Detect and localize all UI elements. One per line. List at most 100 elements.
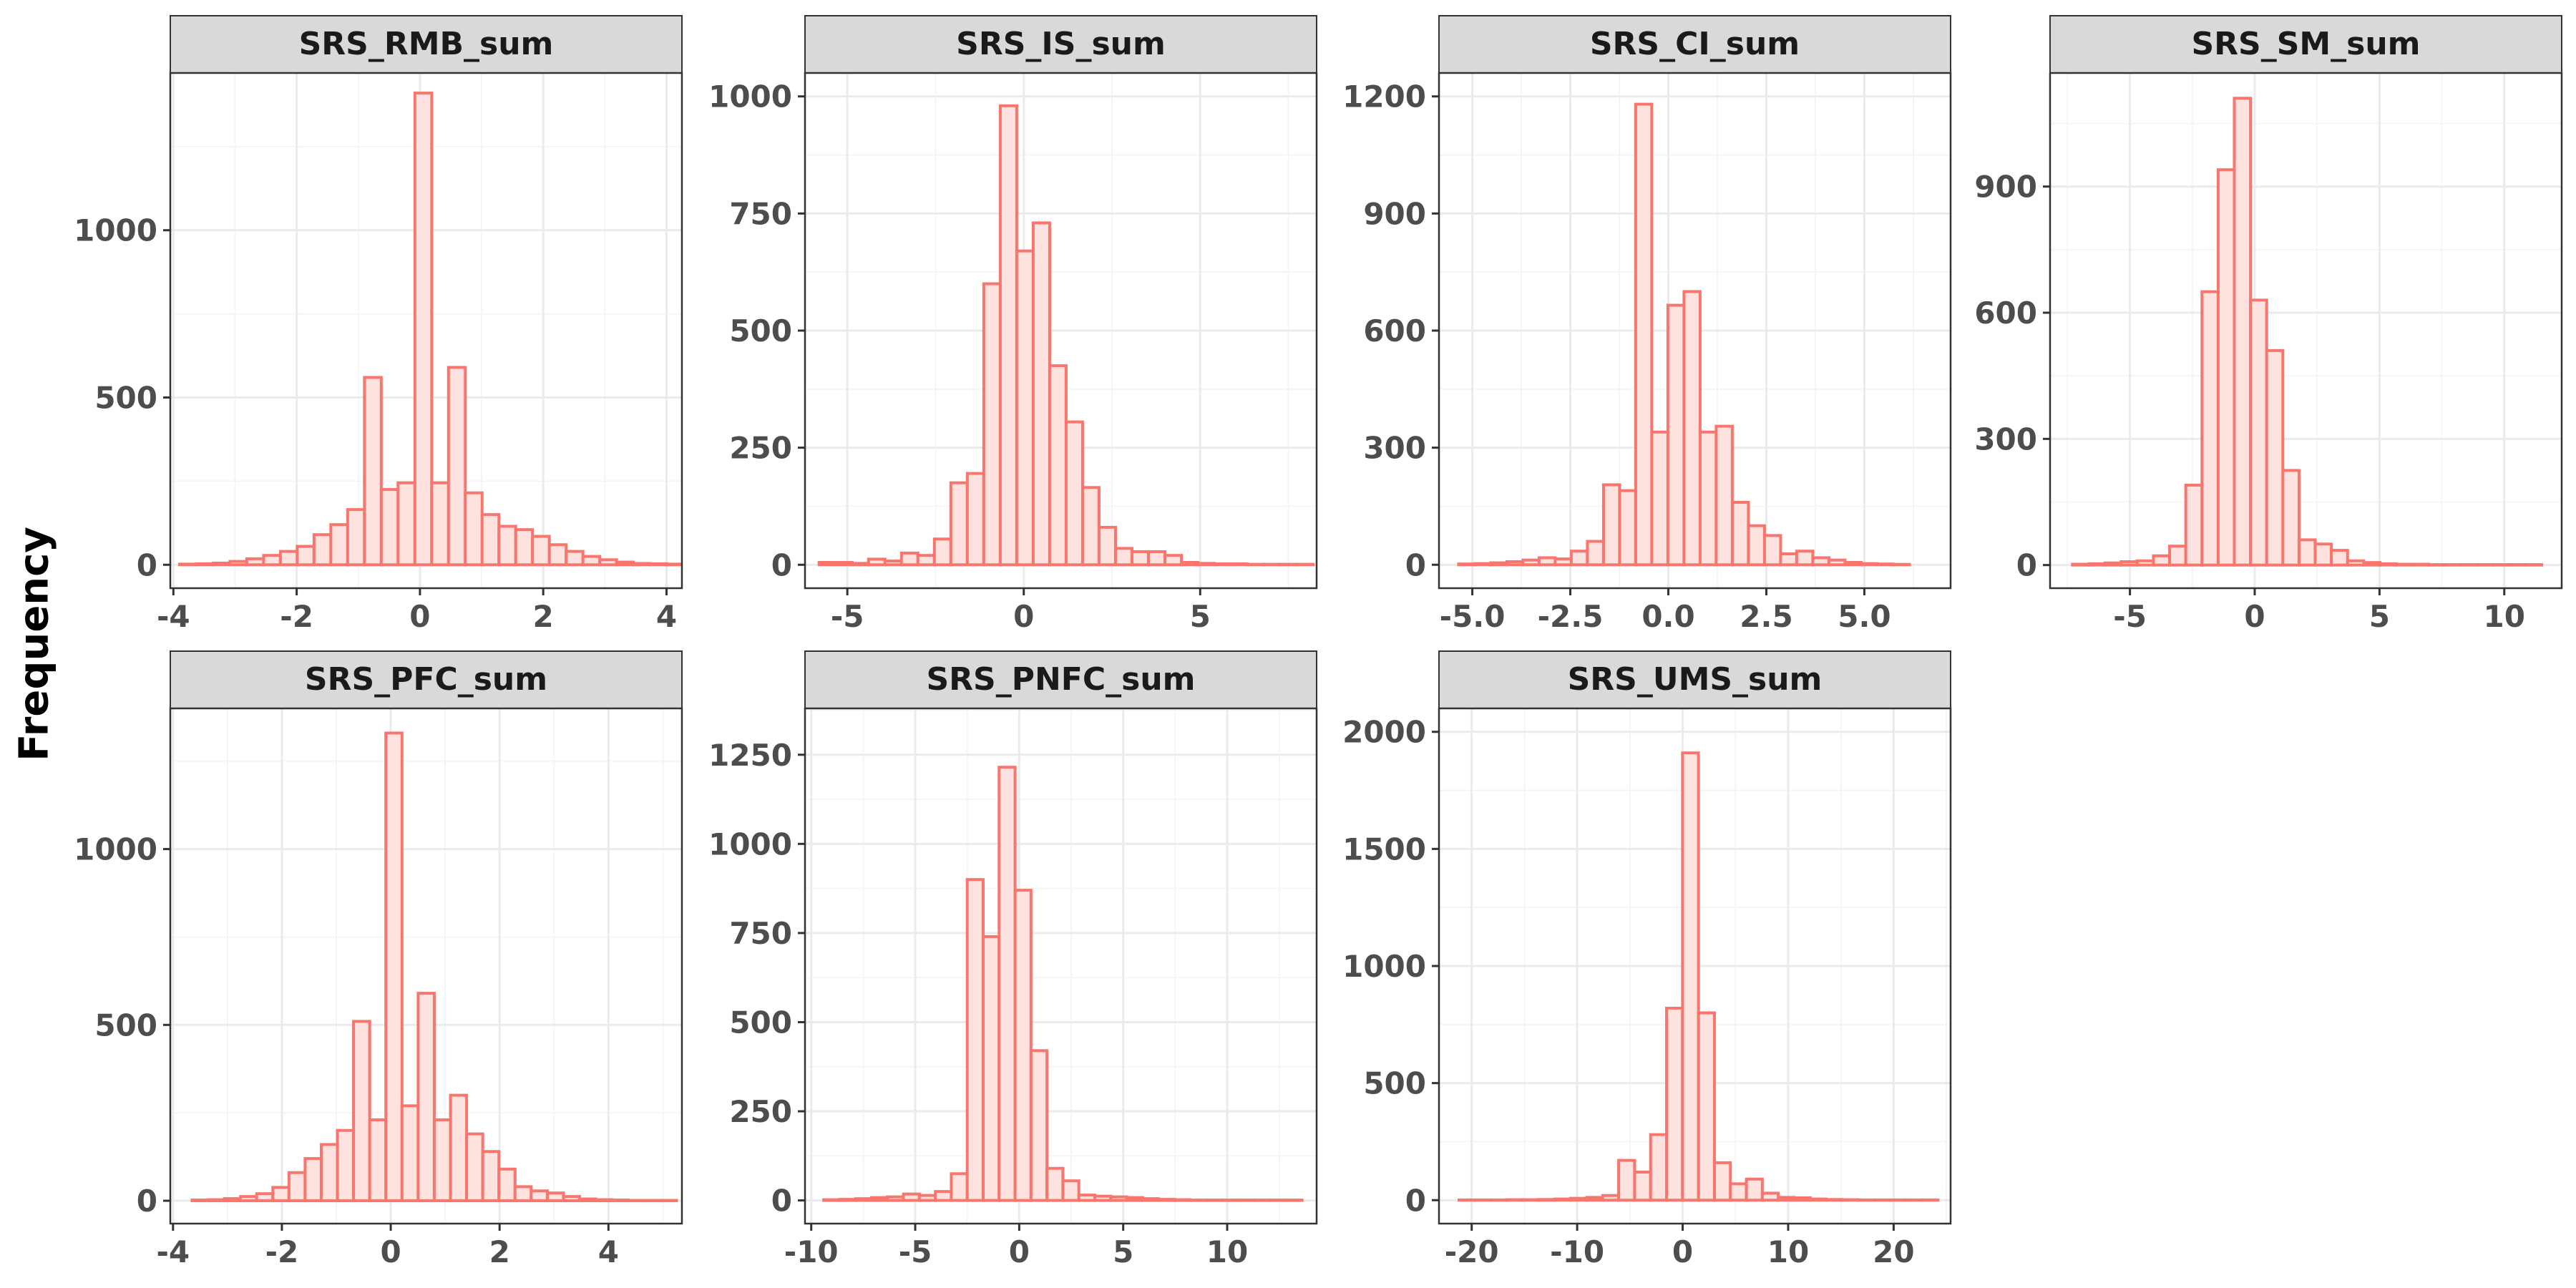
histogram-bar (1827, 558, 1847, 567)
facet-panel: SRS_IS_sum -5 0 5 0 250 500 750 1000 (708, 15, 1318, 634)
histogram-bar (206, 1198, 226, 1203)
histogram-bar (400, 1104, 420, 1203)
x-tick-label: 2 (533, 599, 554, 634)
histogram-bar (1553, 1197, 1573, 1202)
x-tick-label: 0 (380, 1234, 401, 1269)
histogram-bar (1213, 562, 1233, 567)
histogram-bar (1077, 1194, 1096, 1202)
histogram-bar (531, 535, 551, 567)
x-tick-label: 0 (2244, 599, 2265, 634)
histogram-bars (1457, 102, 1911, 567)
histogram-bar (262, 554, 282, 567)
y-tick-label: 0 (137, 1184, 157, 1219)
panel-background (2050, 73, 2562, 588)
histogram-bar (303, 1157, 323, 1203)
histogram-bar (562, 1195, 582, 1203)
x-tick-label: 2 (489, 1234, 510, 1269)
histogram-bar (1064, 420, 1084, 567)
histogram-bar (1521, 1198, 1541, 1202)
histogram-bar (2265, 348, 2285, 567)
histogram-bar (1792, 1196, 1812, 1202)
histogram-bar (932, 537, 952, 567)
histogram-bar (368, 1118, 388, 1203)
histogram-bar (1093, 1194, 1113, 1202)
histogram-bar (1180, 561, 1200, 567)
histogram-bar (934, 1190, 953, 1202)
histogram-bar (1665, 1006, 1684, 1202)
histogram-bar (1747, 524, 1766, 567)
y-tick-label: 0 (771, 547, 792, 582)
y-tick-label: 500 (729, 1005, 792, 1040)
histogram-bar (950, 1172, 969, 1202)
x-tick-label: 5 (1190, 599, 1211, 634)
histogram-bar (1745, 1177, 1764, 1202)
histogram-bar (239, 1195, 258, 1203)
histogram-bar (916, 554, 936, 567)
y-tick-label: 0 (771, 1184, 792, 1219)
histogram-bar (1013, 889, 1033, 1202)
histogram-bar (886, 1195, 905, 1202)
facet-strip (1438, 650, 1951, 709)
y-tick-label: 600 (1363, 313, 1426, 348)
facet-title: SRS_CI_sum (1590, 26, 1800, 62)
y-tick-label: 900 (1363, 196, 1426, 231)
histogram-bar (1173, 1198, 1192, 1202)
x-tick-label: -10 (784, 1234, 839, 1269)
histogram-bar (838, 1198, 857, 1202)
histogram-bar (1048, 364, 1068, 567)
histogram-bar (1196, 562, 1216, 567)
x-tick-label: -4 (157, 599, 190, 634)
facet-panel: SRS_RMB_sum -4 -2 0 2 4 0 500 1000 (74, 15, 683, 634)
y-tick-label: 1200 (1342, 79, 1426, 114)
facet-panel: SRS_UMS_sum -20 -10 0 10 20 0 500 1000 1500 2000 (1342, 650, 1952, 1269)
histogram-bar (1730, 501, 1750, 567)
x-tick-label: 20 (1873, 1234, 1914, 1269)
histogram-bar (982, 282, 1002, 567)
histogram-bar (278, 550, 299, 567)
histogram-bar (1537, 1198, 1556, 1202)
histogram-bar (1825, 1198, 1844, 1202)
histogram-bar (1840, 1198, 1860, 1202)
histogram-bar (287, 1171, 307, 1203)
histogram-bar (447, 366, 467, 567)
y-tick-label: 1000 (708, 79, 792, 114)
histogram-bar (982, 935, 1001, 1202)
histogram-bar (481, 1150, 501, 1203)
histogram-bar (2379, 562, 2398, 567)
histogram-bar (1585, 1196, 1604, 1202)
y-tick-label: 1000 (74, 832, 157, 867)
histogram-bar (1163, 554, 1184, 567)
histogram-bar (1586, 540, 1605, 567)
histogram-bar (363, 376, 383, 567)
facet-title: SRS_IS_sum (956, 26, 1166, 62)
histogram-bar (547, 543, 568, 567)
histogram-bar (2071, 562, 2091, 567)
histogram-bar (565, 550, 585, 567)
histogram-bar (2313, 542, 2333, 567)
y-tick-label: 750 (729, 196, 792, 231)
histogram-bar (384, 731, 404, 1203)
histogram-bar (2168, 545, 2187, 567)
histogram-bar (1569, 1196, 1589, 1202)
histogram-bar (1875, 562, 1895, 567)
histogram-bar (1649, 1133, 1669, 1202)
y-tick-label: 750 (729, 916, 792, 951)
histogram-bar (1569, 550, 1589, 567)
y-tick-label: 300 (1363, 431, 1426, 466)
facet-strip (804, 15, 1317, 74)
histogram-bars (2071, 97, 2544, 567)
histogram-bar (2330, 549, 2349, 567)
facet-title: SRS_SM_sum (2191, 26, 2420, 62)
x-tick-label: 10 (2484, 599, 2525, 634)
y-tick-label: 500 (1363, 1066, 1426, 1101)
x-tick-label: 4 (656, 599, 677, 634)
x-tick-label: 10 (1206, 1234, 1248, 1269)
histogram-bar (1843, 561, 1863, 567)
histogram-bar (1617, 1158, 1636, 1202)
histogram-bar (997, 766, 1017, 1202)
histogram-bar (464, 491, 484, 567)
y-tick-label: 500 (94, 381, 157, 416)
histogram-bar (430, 481, 450, 567)
histogram-bar (1015, 249, 1035, 567)
